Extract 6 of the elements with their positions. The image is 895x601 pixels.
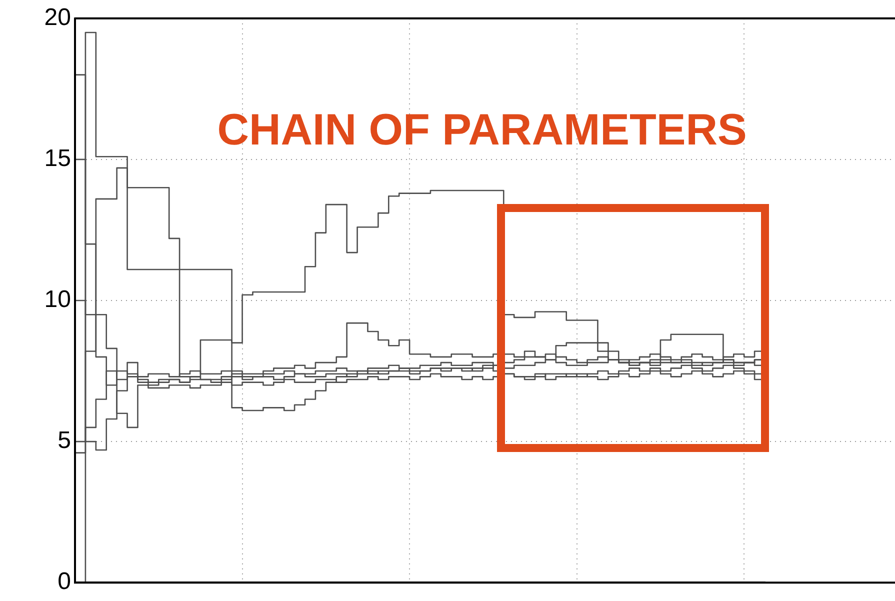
- y-tick-label: 15: [44, 145, 71, 172]
- y-tick-label: 10: [44, 286, 71, 314]
- y-tick-label: 5: [58, 427, 71, 454]
- y-tick-label: 20: [44, 4, 71, 32]
- y-tick-label: 0: [58, 568, 71, 596]
- annotation: CHAIN OF PARAMETERS: [217, 106, 747, 155]
